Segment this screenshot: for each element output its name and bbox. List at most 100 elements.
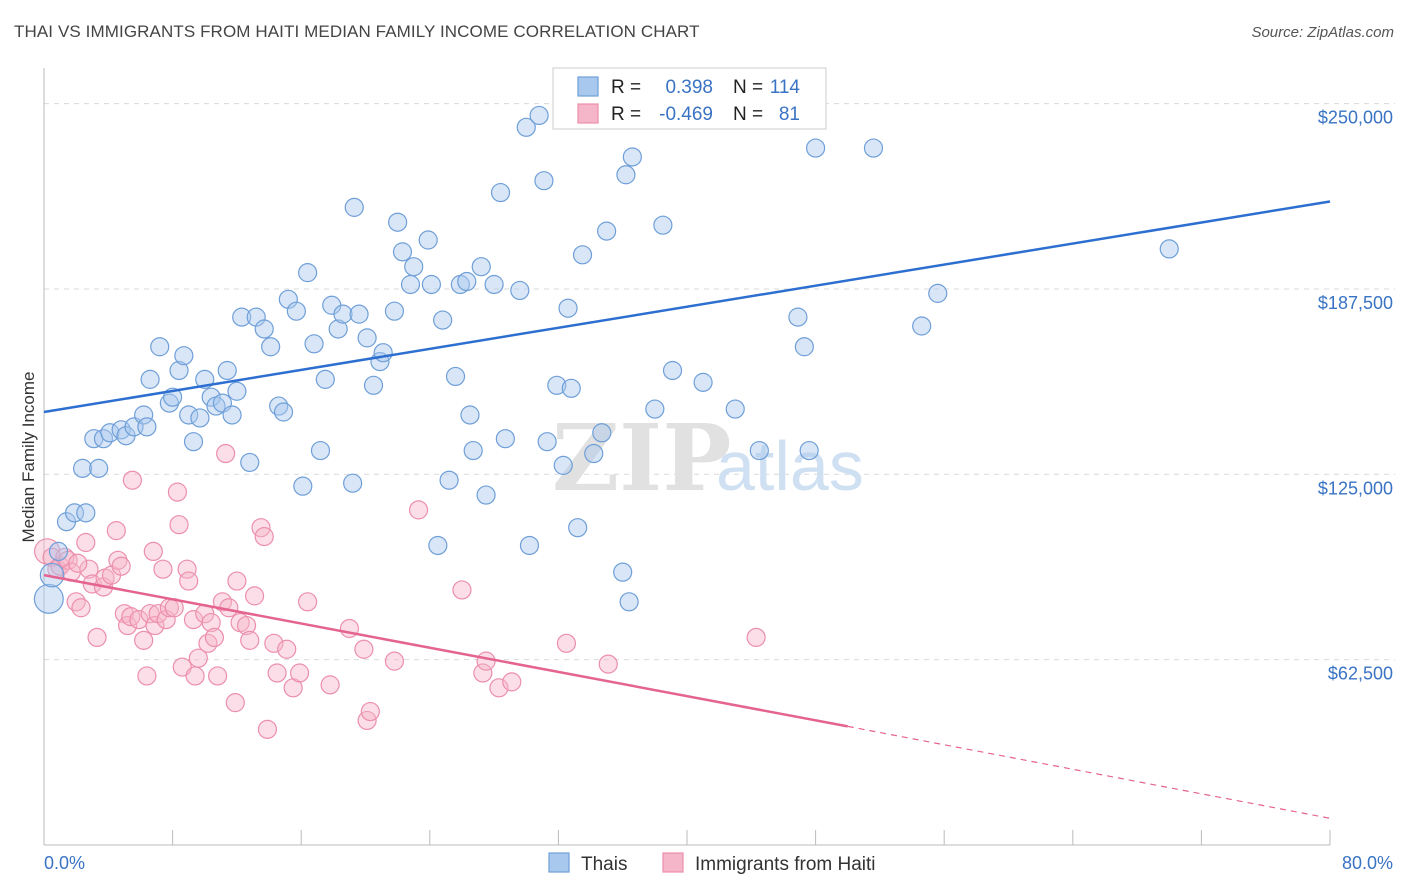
- legend-swatch-haiti: [577, 103, 599, 124]
- haiti-point: [227, 571, 247, 591]
- thai-point: [653, 215, 673, 235]
- haiti-point: [360, 701, 380, 722]
- thai-point: [597, 221, 617, 241]
- thai-point: [310, 440, 331, 461]
- thai-point: [645, 399, 665, 419]
- haiti-point: [502, 672, 522, 692]
- series-legend: Thais Immigrants from Haiti: [548, 852, 876, 875]
- thai-point: [749, 440, 769, 461]
- thai-point: [183, 432, 204, 452]
- thai-point: [349, 304, 369, 324]
- thai-point: [344, 197, 364, 217]
- thai-point: [568, 518, 588, 538]
- thai-point: [561, 378, 581, 398]
- thai-point: [150, 337, 170, 357]
- thai-point: [404, 257, 424, 277]
- legend-r-value-haiti: -0.469: [659, 104, 713, 125]
- haiti-trend-line: [43, 573, 848, 728]
- chart-source: Source: ZipAtlas.com: [1251, 24, 1394, 41]
- haiti-point: [746, 627, 766, 648]
- thai-point: [140, 369, 160, 389]
- thai-point: [159, 393, 179, 413]
- haiti-point: [452, 580, 472, 600]
- thai-point: [261, 337, 281, 357]
- thai-point: [662, 360, 683, 381]
- thai-point: [421, 274, 442, 295]
- legend-r-label-thai: R =: [611, 77, 641, 98]
- correlation-legend: R = 0.398 N = 114 R = -0.469 N = 81: [552, 67, 827, 130]
- haiti-trend-extension: [847, 725, 1331, 819]
- legend-n-value-haiti: 81: [779, 104, 800, 125]
- thai-point: [89, 458, 109, 478]
- thai-point: [134, 405, 154, 425]
- y-tick-label: $62,500: [1328, 664, 1393, 684]
- watermark-atlas: atlas: [716, 427, 864, 505]
- thai-point: [328, 319, 348, 339]
- thai-point: [293, 476, 313, 496]
- y-tick-label: $187,500: [1318, 293, 1393, 313]
- haiti-point: [216, 443, 236, 464]
- haiti-point: [254, 526, 274, 547]
- thai-point: [463, 440, 483, 461]
- haiti-point: [289, 663, 310, 683]
- thai-point: [616, 165, 636, 185]
- watermark-zip: ZIP: [552, 404, 731, 512]
- legend-r-label-haiti: R =: [611, 104, 641, 125]
- haiti-point: [225, 693, 245, 713]
- thai-point: [227, 381, 247, 401]
- thai-point: [343, 473, 363, 493]
- thai-point: [471, 257, 491, 277]
- haiti-point: [244, 586, 265, 606]
- legend-n-label-haiti: N =: [733, 104, 763, 125]
- thai-point: [510, 280, 530, 301]
- haiti-point: [236, 615, 257, 636]
- thai-point: [863, 138, 884, 158]
- thai-point: [190, 408, 210, 428]
- thai-point: [460, 405, 480, 425]
- thai-point: [222, 405, 242, 425]
- haiti-point: [598, 654, 618, 674]
- thai-point: [433, 310, 453, 330]
- thai-point: [519, 535, 540, 556]
- thai-point: [232, 307, 252, 327]
- thai-point: [619, 592, 639, 612]
- haiti-point: [108, 550, 128, 570]
- thai-point: [912, 316, 932, 336]
- haiti-point: [277, 639, 297, 659]
- series-legend-label-haiti: Immigrants from Haiti: [695, 854, 876, 875]
- thai-points: [33, 105, 1179, 614]
- thai-point: [76, 503, 96, 523]
- thai-point: [529, 105, 549, 126]
- haiti-point: [201, 612, 221, 633]
- thai-point: [428, 535, 448, 556]
- haiti-point: [122, 470, 143, 490]
- thai-point: [534, 171, 554, 191]
- x-tick-label-min: 0.0%: [44, 853, 85, 873]
- haiti-point: [179, 571, 199, 591]
- thai-point: [315, 369, 335, 389]
- thai-point: [254, 319, 274, 339]
- haiti-point: [167, 482, 188, 502]
- thai-point: [928, 283, 948, 303]
- legend-swatch-thai: [577, 76, 599, 97]
- series-legend-swatch-haiti: [662, 852, 684, 873]
- thai-point: [333, 304, 353, 324]
- thai-point: [693, 372, 713, 392]
- haiti-points: [34, 443, 766, 739]
- y-tick-labels: $62,500 $125,000 $187,500 $250,000: [1318, 108, 1393, 684]
- thai-point: [174, 346, 194, 366]
- thai-trend-line: [43, 200, 1331, 414]
- haiti-point: [106, 521, 126, 541]
- thai-point: [363, 375, 384, 395]
- thai-point: [373, 343, 393, 363]
- legend-r-value-thai: 0.398: [665, 77, 713, 98]
- thai-point: [547, 375, 567, 395]
- thai-point: [169, 360, 189, 381]
- gridlines: [44, 103, 1395, 661]
- haiti-point: [257, 719, 278, 739]
- watermark: ZIP atlas: [552, 404, 864, 512]
- thai-point: [286, 301, 306, 321]
- thai-point: [439, 470, 459, 490]
- thai-point: [457, 271, 477, 292]
- thai-point: [48, 541, 69, 562]
